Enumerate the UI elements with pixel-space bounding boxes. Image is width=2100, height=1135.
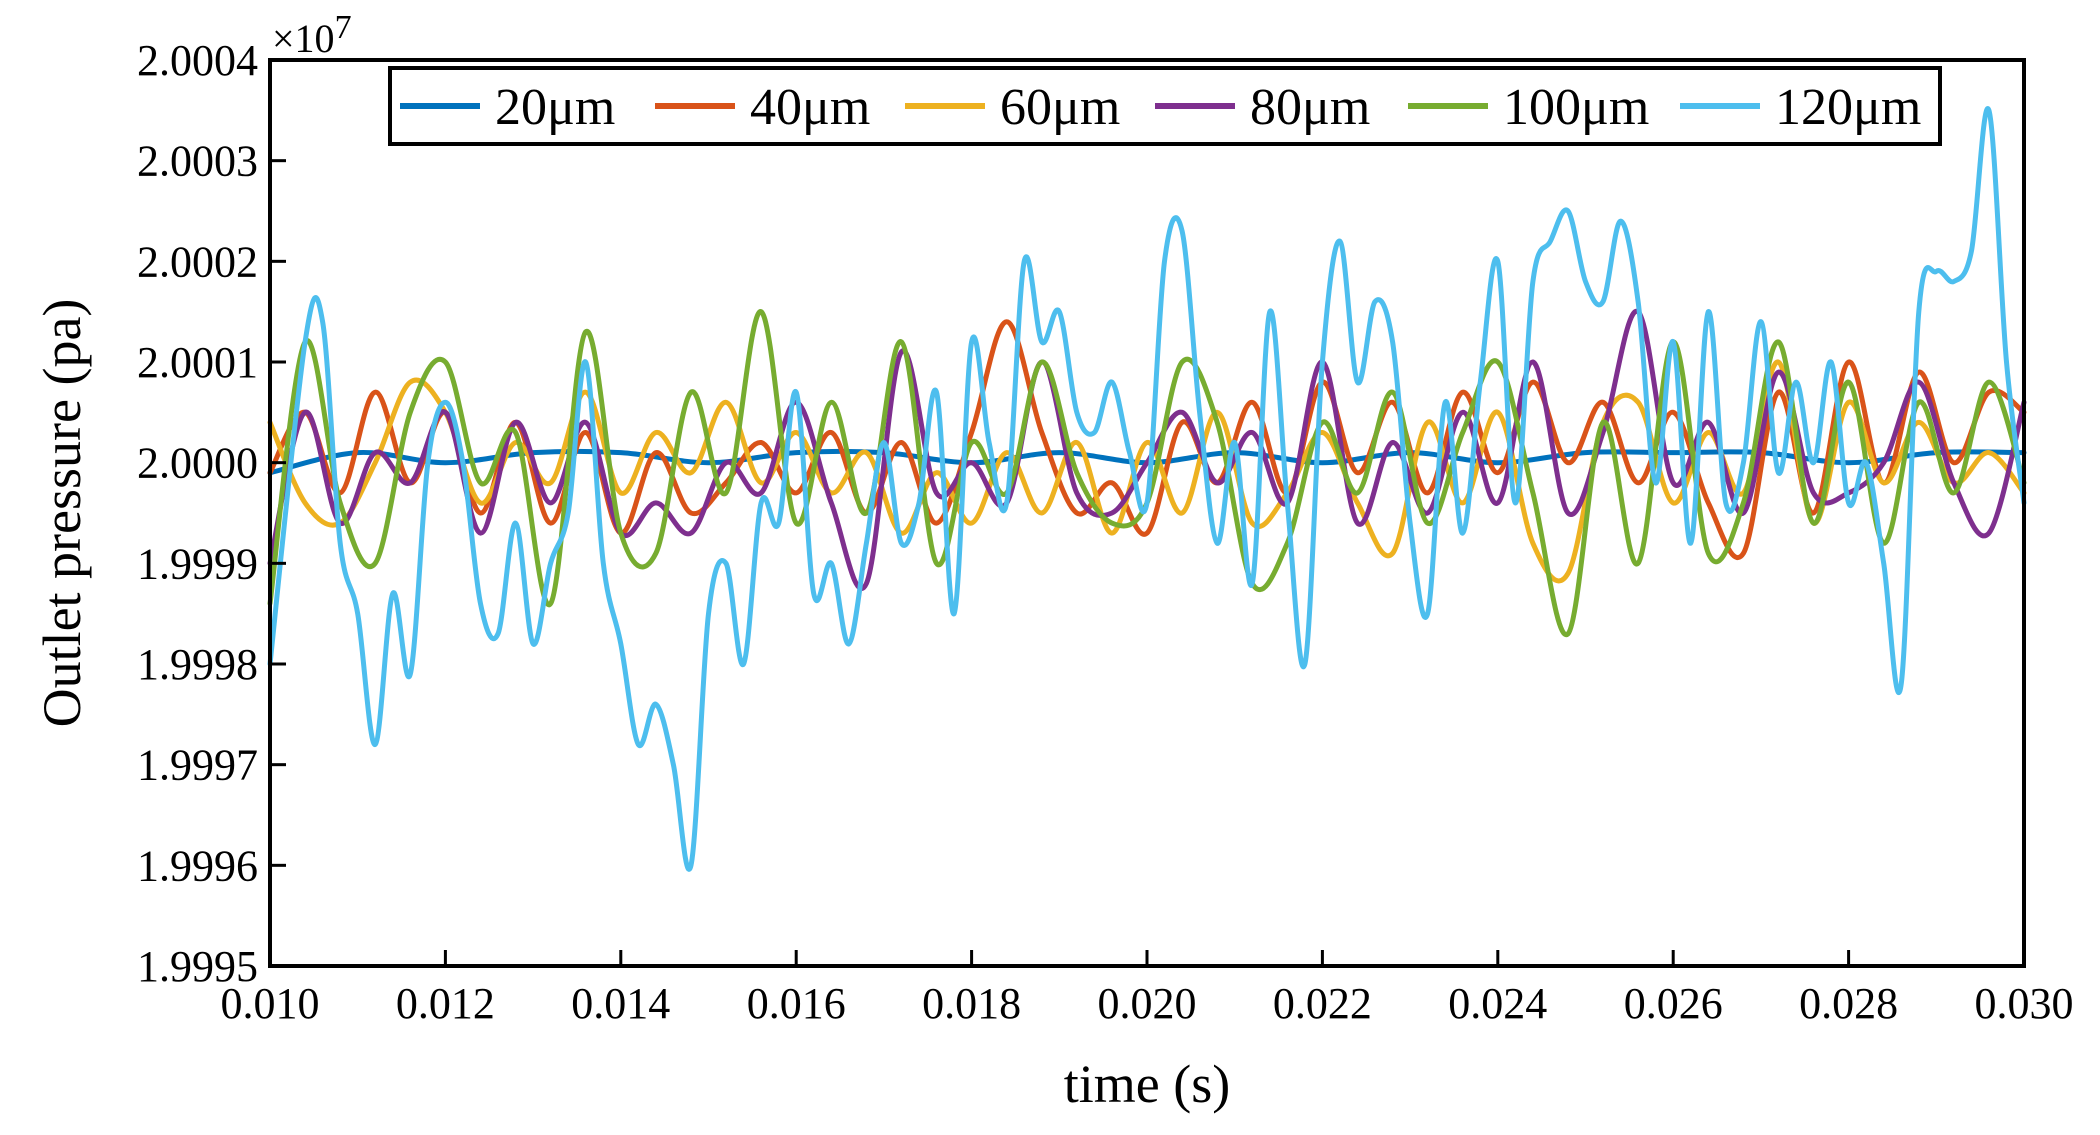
x-tick-label: 0.022 (1273, 979, 1372, 1028)
y-tick-label: 1.9999 (137, 539, 258, 588)
x-axis: 0.010 0.012 0.014 0.016 0.018 0.020 0.022 0.024… (221, 950, 2074, 1028)
y-tick-label: 2.0002 (137, 237, 258, 286)
series-line-120μm (267, 106, 2027, 872)
y-tick-label: 2.0004 (137, 36, 258, 85)
y-tick-label: 1.9997 (137, 741, 258, 790)
y-multiplier-base: ×10 (272, 16, 335, 61)
x-tick-label: 0.018 (922, 979, 1021, 1028)
y-tick-label: 2.0000 (137, 439, 258, 488)
x-tick-label: 0.024 (1448, 979, 1547, 1028)
x-tick-label: 0.020 (1098, 979, 1197, 1028)
y-multiplier: ×107 (272, 9, 352, 61)
x-axis-label: time (s) (1064, 1054, 1230, 1114)
y-multiplier-exponent: 7 (335, 9, 352, 46)
x-tick-label: 0.014 (571, 979, 670, 1028)
series-line-100μm (267, 309, 2027, 638)
y-tick-label: 1.9998 (137, 640, 258, 689)
y-tick-label: 1.9996 (137, 841, 258, 890)
legend-label: 120μm (1775, 79, 1921, 136)
y-tick-label: 1.9995 (137, 942, 258, 991)
x-tick-label: 0.030 (1975, 979, 2074, 1028)
y-tick-label: 2.0001 (137, 338, 258, 387)
x-tick-label: 0.026 (1624, 979, 1723, 1028)
series-line-60μm (267, 359, 2027, 584)
y-axis: 1.9995 1.9996 1.9997 1.9998 1.9999 2.0000 2.00… (137, 36, 286, 991)
legend-label: 20μm (495, 79, 615, 136)
legend-label: 100μm (1503, 79, 1649, 136)
x-tick-label: 0.016 (747, 979, 846, 1028)
plot-area (268, 58, 2026, 968)
y-tick-label: 2.0003 (137, 137, 258, 186)
plot-lines (267, 106, 2027, 872)
x-tick-label: 0.028 (1799, 979, 1898, 1028)
y-axis-label: Outlet pressure (pa) (32, 299, 92, 728)
legend-label: 40μm (750, 79, 870, 136)
legend-label: 80μm (1250, 79, 1370, 136)
legend-label: 60μm (1000, 79, 1120, 136)
legend: 20μm 40μm 60μm 80μm 100μm 120μm (388, 66, 1942, 146)
series-line-40μm (267, 319, 2027, 560)
x-tick-label: 0.010 (221, 979, 320, 1028)
x-tick-label: 0.012 (396, 979, 495, 1028)
